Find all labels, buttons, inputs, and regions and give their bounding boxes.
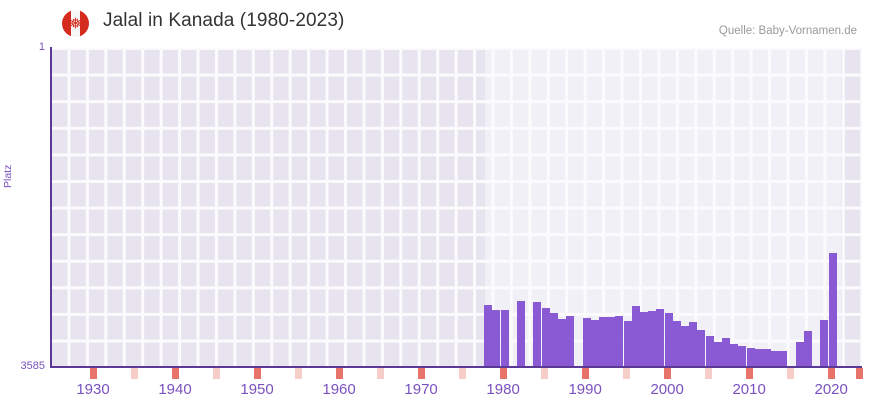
bar xyxy=(730,343,739,367)
x-axis-label: 1990 xyxy=(568,381,602,398)
x-axis-label: 1930 xyxy=(76,381,110,398)
page-title: Jalal in Kanada (1980-2023) xyxy=(103,10,345,31)
x-tick-major xyxy=(335,368,343,379)
bar xyxy=(648,310,657,367)
bar xyxy=(640,311,649,367)
x-tick-major xyxy=(581,368,589,379)
x-axis-label: 1980 xyxy=(486,381,520,398)
x-tick-minor xyxy=(458,368,466,379)
x-axis-label: 1970 xyxy=(404,381,438,398)
bar xyxy=(705,335,714,367)
plot-area xyxy=(50,48,862,367)
x-tick-minor xyxy=(376,368,384,379)
bar xyxy=(672,321,681,367)
maple-leaf-icon: ❅ xyxy=(69,15,82,32)
bar xyxy=(517,300,525,367)
x-tick-minor xyxy=(622,368,630,379)
bar xyxy=(566,315,575,367)
x-tick-minor xyxy=(294,368,302,379)
bar xyxy=(541,307,550,367)
x-axis-label: 1950 xyxy=(240,381,274,398)
y-axis-line xyxy=(50,47,52,368)
bar xyxy=(631,306,640,367)
chart-header: ❅ Jalal in Kanada (1980-2023) Quelle: Ba… xyxy=(0,0,873,45)
bar xyxy=(582,318,591,367)
bar xyxy=(697,330,706,367)
x-tick-major xyxy=(253,368,261,379)
x-tick-minor xyxy=(704,368,712,379)
source-label: Quelle: Baby-Vornamen.de xyxy=(718,25,857,37)
x-tick-major xyxy=(171,368,179,379)
x-axis-line xyxy=(50,366,862,368)
bar xyxy=(558,319,567,367)
bar-series xyxy=(50,48,862,367)
y-axis-tick-top: 1 xyxy=(38,41,45,53)
bar xyxy=(533,302,542,367)
x-tick-major xyxy=(663,368,671,379)
bar xyxy=(722,337,731,367)
bar xyxy=(754,349,763,367)
bar xyxy=(738,346,747,367)
bar xyxy=(549,313,558,367)
bar xyxy=(713,342,722,367)
bar xyxy=(689,322,698,367)
x-tick-minor xyxy=(540,368,548,379)
bar xyxy=(771,351,780,367)
x-axis-label: 1960 xyxy=(322,381,356,398)
y-axis-title: Platz xyxy=(2,164,14,188)
bar xyxy=(590,319,599,367)
canada-flag-icon: ❅ xyxy=(62,10,89,37)
plot-background xyxy=(50,48,862,367)
x-tick-major xyxy=(745,368,753,379)
bar xyxy=(795,342,804,367)
bar xyxy=(623,320,632,367)
flag-band-left xyxy=(62,10,71,37)
bar xyxy=(763,348,772,367)
x-axis-label: 1940 xyxy=(158,381,192,398)
x-tick-minor xyxy=(786,368,794,379)
x-axis-label: 2000 xyxy=(650,381,684,398)
x-tick-minor xyxy=(130,368,138,379)
grid-lines xyxy=(50,48,862,367)
bar xyxy=(484,304,493,367)
x-tick-minor xyxy=(212,368,220,379)
bar xyxy=(500,310,509,367)
bar xyxy=(664,313,673,367)
bar xyxy=(656,309,665,367)
x-tick-major xyxy=(89,368,97,379)
bar xyxy=(681,325,690,367)
bar xyxy=(746,347,755,367)
x-tick-major xyxy=(827,368,835,379)
x-tick-major xyxy=(417,368,425,379)
x-axis-label: 2020 xyxy=(814,381,848,398)
bar xyxy=(599,317,608,367)
x-axis-tick-marks xyxy=(0,368,873,380)
bar xyxy=(828,252,837,367)
bar xyxy=(607,317,616,367)
bar xyxy=(615,315,624,367)
bar xyxy=(492,310,501,367)
y-axis-tick-bottom: 3585 xyxy=(20,360,45,372)
x-axis-label: 2010 xyxy=(732,381,766,398)
flag-band-right xyxy=(80,10,89,37)
x-tick-major xyxy=(856,368,864,379)
x-tick-major xyxy=(499,368,507,379)
bar xyxy=(804,330,813,367)
bar xyxy=(779,351,788,367)
x-axis-tick-labels: 1930 1940 1950 1960 1970 1980 1990 2000 2010 2020 xyxy=(0,381,873,407)
bar xyxy=(820,319,829,367)
